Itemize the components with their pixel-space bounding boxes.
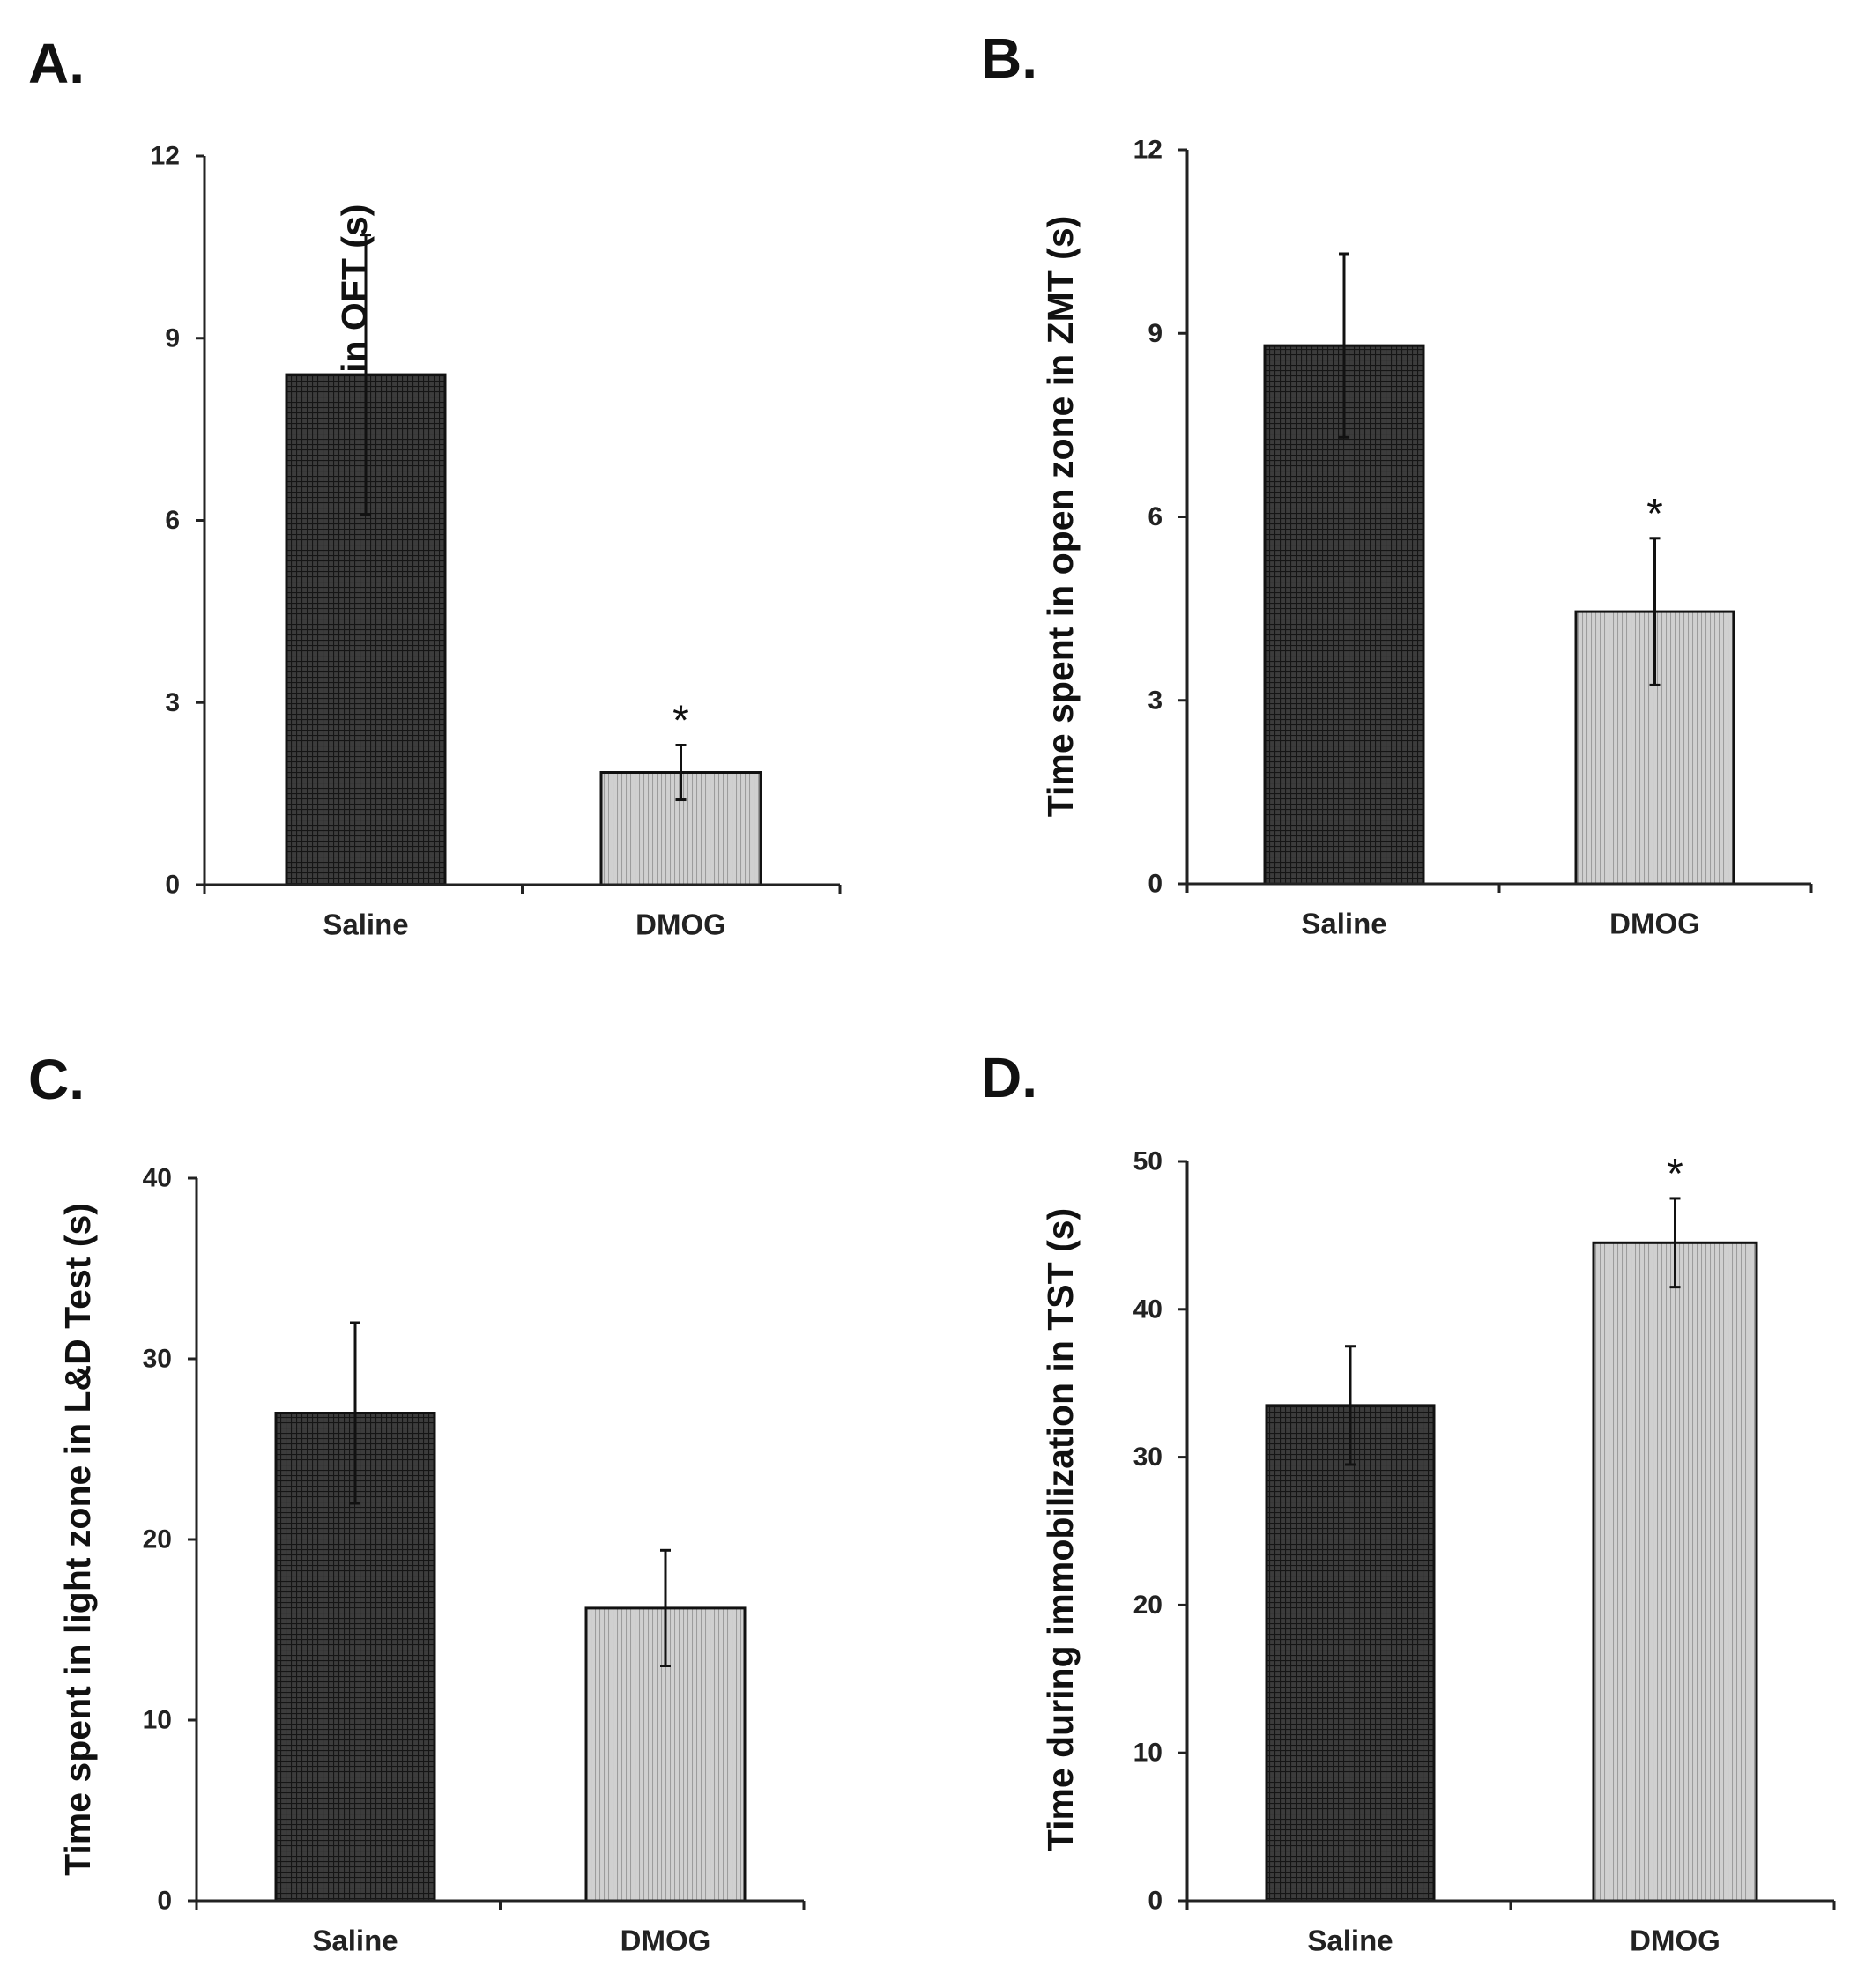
category-label-dmog: DMOG	[635, 909, 726, 941]
figure-canvas: A.Time spent in central zone in OFT (s)S…	[0, 0, 1865, 1988]
significance-marker-dmog: *	[1667, 1151, 1683, 1198]
y-tick-label: 50	[1133, 1147, 1163, 1176]
y-tick-label: 9	[165, 323, 180, 352]
y-tick-label: 10	[1133, 1739, 1163, 1768]
y-tick-label: 30	[143, 1345, 172, 1374]
y-tick-label: 6	[1148, 502, 1163, 531]
y-tick-label: 20	[143, 1525, 172, 1554]
category-label-saline: Saline	[323, 909, 408, 941]
y-tick-label: 0	[1148, 1887, 1163, 1916]
panel-label: A.	[28, 32, 85, 95]
bar-dmog	[1594, 1242, 1757, 1901]
y-tick-label: 30	[1133, 1443, 1163, 1472]
category-label-saline: Saline	[1307, 1925, 1393, 1957]
chart-panel-a: A.Time spent in central zone in OFT (s)S…	[28, 32, 840, 941]
category-label-saline: Saline	[312, 1925, 398, 1957]
y-tick-label: 10	[143, 1706, 172, 1735]
bar-saline	[1267, 1406, 1434, 1901]
significance-marker-dmog: *	[672, 697, 689, 744]
y-tick-label: 6	[165, 506, 180, 535]
significance-marker-dmog: *	[1646, 491, 1663, 538]
y-tick-label: 0	[165, 871, 180, 900]
category-label-dmog: DMOG	[1609, 908, 1700, 940]
chart-panel-d: D. Time during immobilization in TST (s) S…	[981, 1046, 1834, 1957]
y-tick-label: 12	[151, 142, 180, 171]
chart-panel-c: C. Time spent in light zone in L&D Test (…	[28, 1048, 804, 1957]
y-tick-label: 40	[1133, 1294, 1163, 1324]
chart-panel-b: B. Time spent in open zone in ZMT (s) Sali…	[981, 26, 1811, 940]
category-label-dmog: DMOG	[1630, 1925, 1720, 1957]
y-tick-label: 0	[157, 1887, 172, 1916]
category-label-dmog: DMOG	[620, 1925, 711, 1957]
y-tick-label: 9	[1148, 319, 1163, 348]
y-axis-title: Time spent in light zone in L&D Test (s)	[57, 1203, 98, 1876]
y-tick-label: 12	[1133, 136, 1163, 165]
y-tick-label: 3	[1148, 686, 1163, 715]
y-tick-label: 0	[1148, 870, 1163, 899]
y-axis-title: Time during immobilization in TST (s)	[1040, 1208, 1081, 1851]
y-tick-label: 3	[165, 688, 180, 717]
y-tick-label: 20	[1133, 1591, 1163, 1620]
y-axis-title: Time spent in open zone in ZMT (s)	[1040, 216, 1081, 818]
panel-label: D.	[981, 1046, 1037, 1109]
y-tick-label: 40	[143, 1164, 172, 1193]
panel-label: B.	[981, 26, 1037, 90]
category-label-saline: Saline	[1301, 908, 1386, 940]
panel-label: C.	[28, 1048, 85, 1111]
